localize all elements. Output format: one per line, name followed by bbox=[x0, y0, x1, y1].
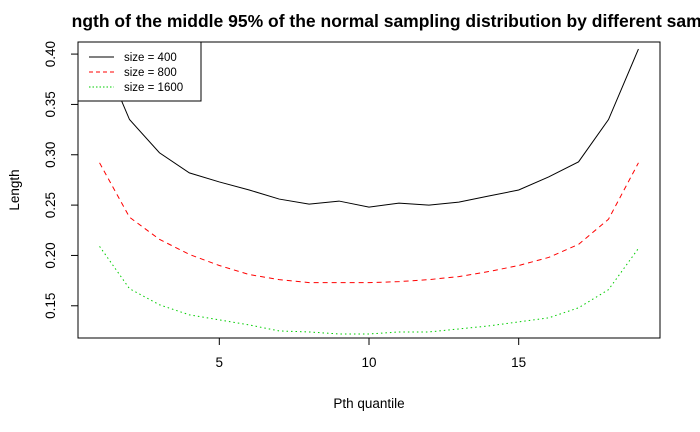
legend: size = 400 size = 800 size = 1600 bbox=[77, 41, 202, 102]
x-tick-label: 10 bbox=[361, 355, 376, 370]
x-tick-label: 15 bbox=[511, 355, 526, 370]
x-tick-label: 5 bbox=[216, 355, 224, 370]
series-line-3 bbox=[99, 246, 639, 335]
y-tick-label: 0.20 bbox=[43, 242, 58, 268]
y-tick-label: 0.15 bbox=[43, 293, 58, 319]
x-axis: 5 10 15 bbox=[216, 337, 526, 370]
chart-title: ngth of the middle 95% of the normal sam… bbox=[72, 11, 700, 31]
y-axis-label: Length bbox=[7, 169, 22, 210]
legend-label-2: size = 800 bbox=[124, 67, 177, 79]
series-line-1 bbox=[99, 48, 639, 208]
series-layer bbox=[99, 48, 639, 335]
y-tick-label: 0.35 bbox=[43, 91, 58, 117]
y-tick-label: 0.30 bbox=[43, 142, 58, 168]
legend-label-3: size = 1600 bbox=[124, 82, 183, 94]
x-axis-label: Pth quantile bbox=[333, 396, 404, 411]
y-tick-label: 0.40 bbox=[43, 41, 58, 67]
series-line-2 bbox=[99, 162, 639, 284]
y-tick-label: 0.25 bbox=[43, 192, 58, 218]
legend-label-1: size = 400 bbox=[124, 52, 177, 64]
